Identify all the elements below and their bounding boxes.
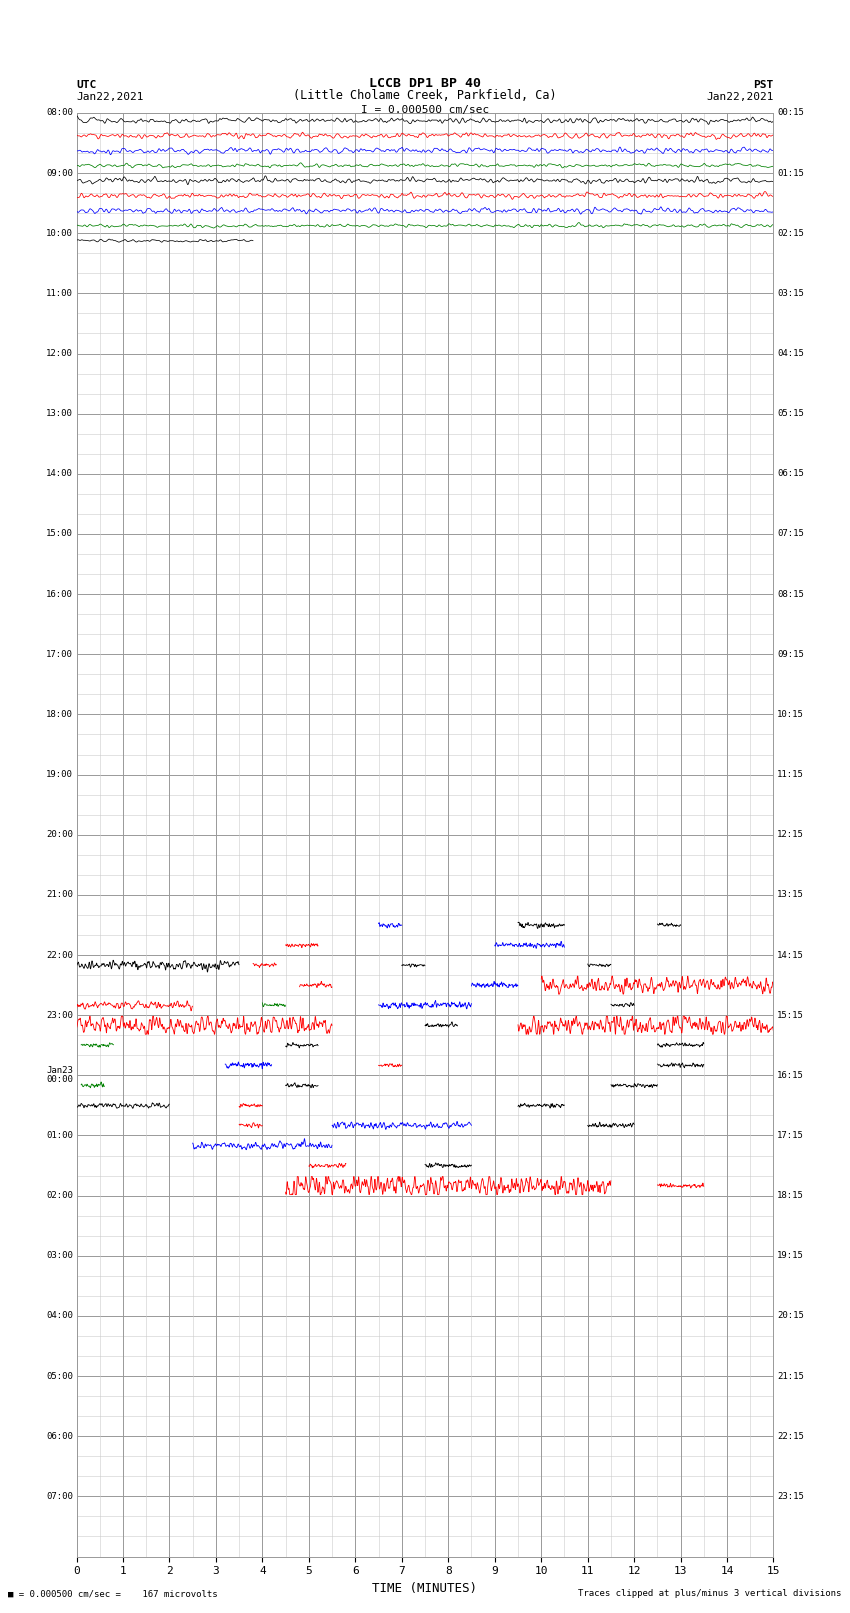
Text: 11:00: 11:00 (46, 289, 73, 298)
Text: LCCB DP1 BP 40: LCCB DP1 BP 40 (369, 76, 481, 90)
Text: 05:15: 05:15 (777, 410, 804, 418)
Text: 08:00: 08:00 (46, 108, 73, 118)
Text: 03:15: 03:15 (777, 289, 804, 298)
Text: 19:15: 19:15 (777, 1252, 804, 1260)
Text: 02:00: 02:00 (46, 1190, 73, 1200)
Text: 01:15: 01:15 (777, 169, 804, 177)
Text: 22:15: 22:15 (777, 1432, 804, 1440)
Text: 11:15: 11:15 (777, 769, 804, 779)
Text: Jan23
00:00: Jan23 00:00 (46, 1066, 73, 1084)
Text: 15:15: 15:15 (777, 1011, 804, 1019)
Text: 18:15: 18:15 (777, 1190, 804, 1200)
Text: 10:00: 10:00 (46, 229, 73, 237)
Text: 09:15: 09:15 (777, 650, 804, 658)
Text: 07:00: 07:00 (46, 1492, 73, 1500)
Text: Jan22,2021: Jan22,2021 (76, 92, 144, 103)
Text: 14:15: 14:15 (777, 950, 804, 960)
Text: ■ = 0.000500 cm/sec =    167 microvolts: ■ = 0.000500 cm/sec = 167 microvolts (8, 1589, 218, 1598)
Text: 16:15: 16:15 (777, 1071, 804, 1079)
Text: 21:00: 21:00 (46, 890, 73, 900)
Text: Jan22,2021: Jan22,2021 (706, 92, 774, 103)
Text: 07:15: 07:15 (777, 529, 804, 539)
Text: UTC: UTC (76, 79, 97, 90)
Text: 13:00: 13:00 (46, 410, 73, 418)
Text: 20:00: 20:00 (46, 831, 73, 839)
Text: 05:00: 05:00 (46, 1371, 73, 1381)
Text: PST: PST (753, 79, 774, 90)
Text: 02:15: 02:15 (777, 229, 804, 237)
Text: 17:15: 17:15 (777, 1131, 804, 1140)
Text: 18:00: 18:00 (46, 710, 73, 719)
Text: 22:00: 22:00 (46, 950, 73, 960)
Text: 00:15: 00:15 (777, 108, 804, 118)
Text: 12:15: 12:15 (777, 831, 804, 839)
Text: 21:15: 21:15 (777, 1371, 804, 1381)
X-axis label: TIME (MINUTES): TIME (MINUTES) (372, 1582, 478, 1595)
Text: 15:00: 15:00 (46, 529, 73, 539)
Text: 12:00: 12:00 (46, 348, 73, 358)
Text: 08:15: 08:15 (777, 590, 804, 598)
Text: 17:00: 17:00 (46, 650, 73, 658)
Text: (Little Cholame Creek, Parkfield, Ca): (Little Cholame Creek, Parkfield, Ca) (293, 89, 557, 103)
Text: 19:00: 19:00 (46, 769, 73, 779)
Text: 10:15: 10:15 (777, 710, 804, 719)
Text: 01:00: 01:00 (46, 1131, 73, 1140)
Text: 04:00: 04:00 (46, 1311, 73, 1321)
Text: 06:15: 06:15 (777, 469, 804, 479)
Text: 03:00: 03:00 (46, 1252, 73, 1260)
Text: 09:00: 09:00 (46, 169, 73, 177)
Text: 23:00: 23:00 (46, 1011, 73, 1019)
Text: Traces clipped at plus/minus 3 vertical divisions: Traces clipped at plus/minus 3 vertical … (578, 1589, 842, 1598)
Text: I = 0.000500 cm/sec: I = 0.000500 cm/sec (361, 105, 489, 116)
Text: 23:15: 23:15 (777, 1492, 804, 1500)
Text: 06:00: 06:00 (46, 1432, 73, 1440)
Text: 14:00: 14:00 (46, 469, 73, 479)
Text: 13:15: 13:15 (777, 890, 804, 900)
Text: 16:00: 16:00 (46, 590, 73, 598)
Text: 04:15: 04:15 (777, 348, 804, 358)
Text: 20:15: 20:15 (777, 1311, 804, 1321)
